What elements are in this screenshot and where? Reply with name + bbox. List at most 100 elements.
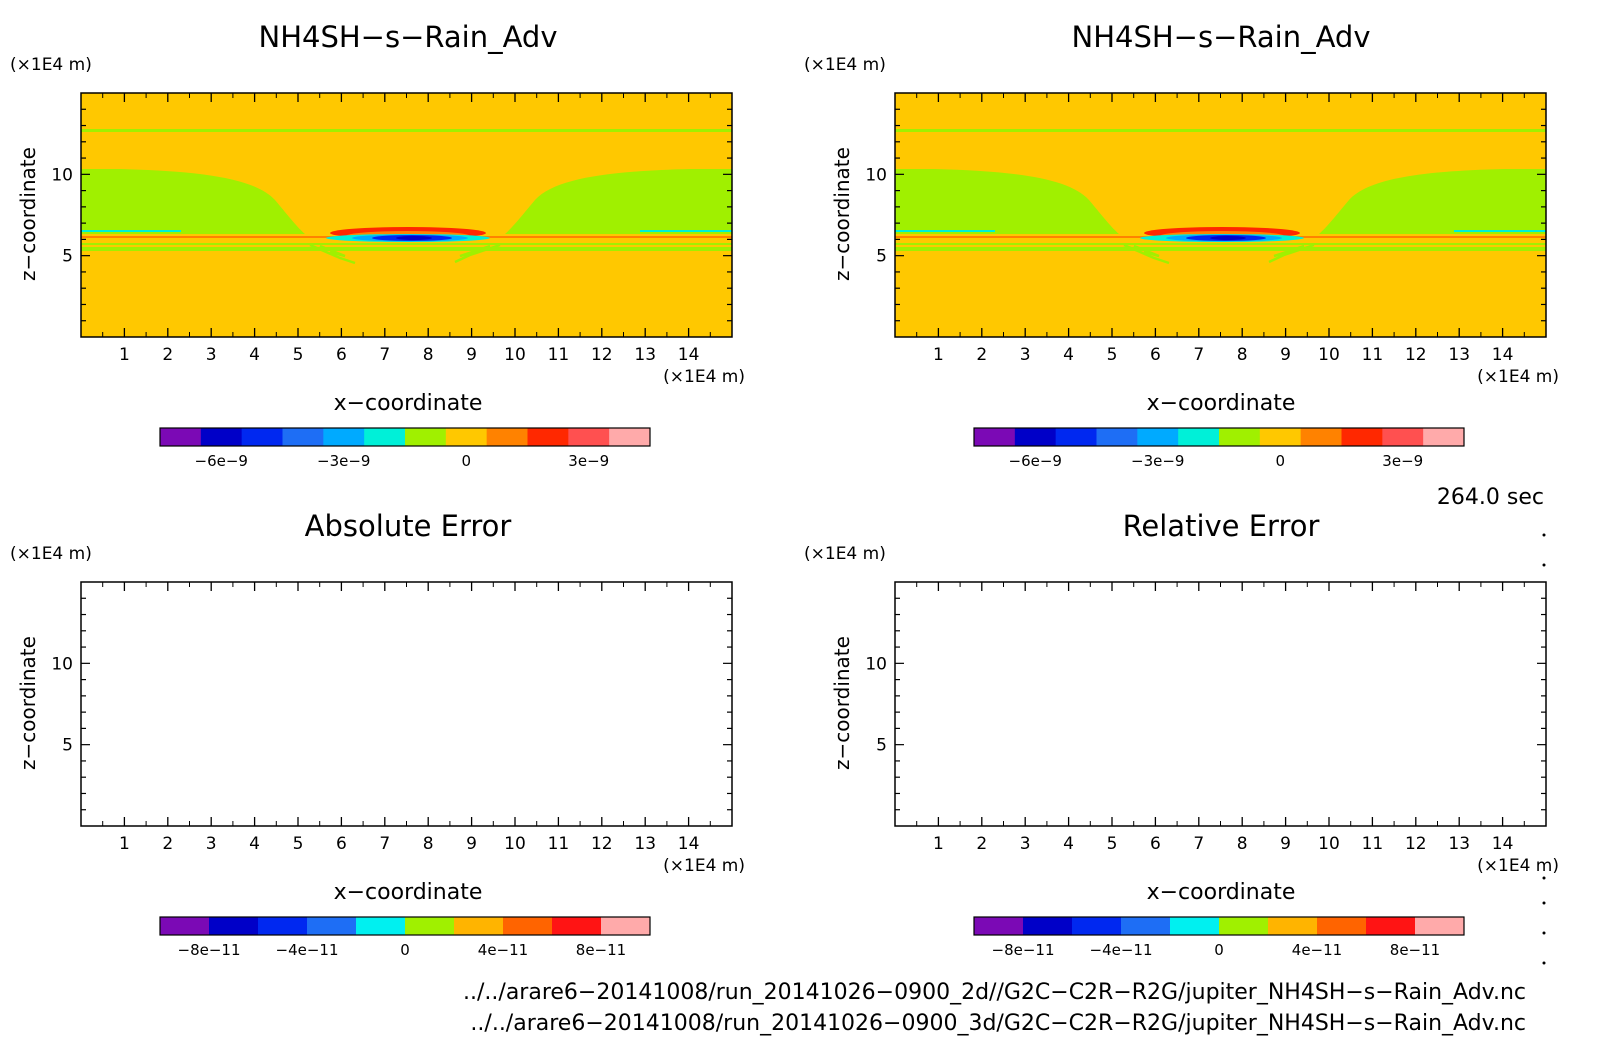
- colorbar-tick-label: 3e−9: [568, 452, 609, 470]
- colorbar: −6e−9 −3e−9 0 3e−9: [973, 427, 1465, 470]
- colorbar-frame: [973, 916, 1465, 936]
- colorbar-bin: [552, 917, 602, 935]
- colorbar-tick-label: −6e−9: [195, 452, 248, 470]
- green-thin-line: [81, 243, 732, 245]
- x-tick-label: 3: [206, 834, 217, 854]
- colorbar-tick-label: 4e−11: [478, 941, 528, 959]
- colorbar-bin: [1055, 428, 1097, 446]
- colorbar-bin: [974, 917, 1024, 935]
- x-tick-label: 9: [1280, 345, 1291, 365]
- x-tick-label: 11: [548, 834, 570, 854]
- x-tick-label: 12: [1405, 345, 1427, 365]
- right-lobe: [505, 169, 732, 234]
- panel-nh4sh-3d: NH4SH−s−Rain_Adv (×1E4 m) 1 2 3 4 5 6 7 8 9 10 11 1…: [804, 20, 1559, 470]
- x-tick-label: 4: [249, 834, 260, 854]
- colorbar-tick-label: −3e−9: [1131, 452, 1184, 470]
- colorbar-tick-label: −4e−11: [1090, 941, 1153, 959]
- panel-title: NH4SH−s−Rain_Adv: [1072, 20, 1371, 54]
- colorbar: −8e−11 −4e−11 0 4e−11 8e−11: [973, 916, 1465, 959]
- colorbar-bin: [1415, 917, 1465, 935]
- y-axis-label: z−coordinate: [16, 636, 40, 770]
- trail-left: [1123, 243, 1170, 265]
- colorbar-bin: [454, 917, 504, 935]
- y-unit-label: (×1E4 m): [804, 544, 886, 564]
- x-tick-label: 6: [336, 834, 347, 854]
- colorbar-tick-label: 0: [1275, 452, 1285, 470]
- colorbar-bin: [1219, 917, 1269, 935]
- file-path-2d: ../../arare6−20141008/run_20141026−0900_…: [463, 980, 1526, 1005]
- upper-band: [81, 129, 732, 132]
- left-lobe: [895, 169, 1119, 234]
- plot-frame: [80, 581, 733, 827]
- colorbar-bin: [160, 917, 210, 935]
- colorbar-bin: [1178, 428, 1220, 446]
- x-tick-label: 10: [1318, 345, 1340, 365]
- y-tick-label: 5: [876, 736, 887, 756]
- colorbar-bin: [1072, 917, 1122, 935]
- x-tick-label: 10: [1318, 834, 1340, 854]
- colorbar-bin: [1300, 428, 1342, 446]
- y-ticks: 5 10: [865, 597, 1546, 811]
- y-ticks: 5 10: [865, 108, 1546, 322]
- colorbar-frame: [159, 427, 651, 447]
- trail-right: [1268, 243, 1315, 264]
- time-label: 264.0 sec: [1437, 485, 1544, 510]
- x-tick-label: 4: [249, 345, 260, 365]
- y-axis-label: z−coordinate: [16, 147, 40, 281]
- x-tick-label: 5: [1107, 834, 1118, 854]
- colorbar-tick-label: 0: [400, 941, 410, 959]
- edge-dots: [1542, 533, 1546, 965]
- x-tick-label: 13: [634, 834, 656, 854]
- colorbar-bin: [1268, 917, 1318, 935]
- panel-title: Relative Error: [1123, 509, 1320, 543]
- x-tick-label: 6: [336, 345, 347, 365]
- right-lobe: [1319, 169, 1546, 234]
- panel-nh4sh-2d: NH4SH−s−Rain_Adv (×1E4 m) 1 2 3 4 5 6 7 8 9 10 11 1…: [10, 20, 745, 470]
- x-tick-label: 4: [1063, 345, 1074, 365]
- x-tick-label: 12: [591, 834, 613, 854]
- colorbar-bin: [307, 917, 357, 935]
- colorbar-tick-label: 4e−11: [1292, 941, 1342, 959]
- y-tick-label: 10: [865, 654, 887, 674]
- x-tick-label: 13: [1448, 834, 1470, 854]
- colorbar-tick-label: 3e−9: [1382, 452, 1423, 470]
- upper-band: [895, 129, 1546, 132]
- x-tick-label: 14: [678, 345, 700, 365]
- x-tick-label: 14: [1492, 345, 1514, 365]
- x-tick-label: 12: [1405, 834, 1427, 854]
- x-tick-label: 2: [162, 834, 173, 854]
- colorbar-bin: [1317, 917, 1367, 935]
- y-unit-label: (×1E4 m): [804, 55, 886, 75]
- x-unit-label: (×1E4 m): [663, 367, 745, 387]
- colorbar-bin: [568, 428, 610, 446]
- teal-line-right: [1454, 230, 1546, 232]
- x-tick-label: 6: [1150, 834, 1161, 854]
- colorbar-bin: [1219, 428, 1261, 446]
- colorbar-tick-label: 0: [461, 452, 471, 470]
- colorbar-bin: [974, 428, 1016, 446]
- x-tick-label: 11: [1362, 345, 1384, 365]
- colorbar-bin: [1121, 917, 1171, 935]
- green-thin-line: [895, 243, 1546, 245]
- colorbar-bin: [282, 428, 324, 446]
- colorbar-tick-label: −8e−11: [178, 941, 241, 959]
- trail-right: [454, 243, 501, 264]
- x-axis-label: x−coordinate: [334, 391, 483, 416]
- colorbar-bin: [405, 428, 447, 446]
- contour-field: [81, 93, 732, 337]
- teal-line-left: [81, 230, 181, 232]
- x-ticks: 1 2 3 4 5 6 7 8 9 10 11 12 13 14: [916, 93, 1525, 365]
- colorbar-tick-label: 8e−11: [576, 941, 626, 959]
- x-tick-label: 7: [1193, 834, 1204, 854]
- colorbar-bin: [1096, 428, 1138, 446]
- panel-relative-error: Relative Error (×1E4 m) 1 2 3 4 5 6 7 8 9 10 11 12 1…: [804, 509, 1559, 959]
- colorbar-bin: [601, 917, 651, 935]
- file-path-3d: ../../arare6−20141008/run_20141026−0900_…: [470, 1011, 1526, 1036]
- x-tick-label: 8: [1237, 345, 1248, 365]
- x-tick-label: 14: [1492, 834, 1514, 854]
- lower-green-band: [895, 247, 1546, 251]
- colorbar-tick-label: 0: [1214, 941, 1224, 959]
- x-tick-label: 3: [206, 345, 217, 365]
- teal-line-right: [640, 230, 732, 232]
- colorbar-bin: [1382, 428, 1424, 446]
